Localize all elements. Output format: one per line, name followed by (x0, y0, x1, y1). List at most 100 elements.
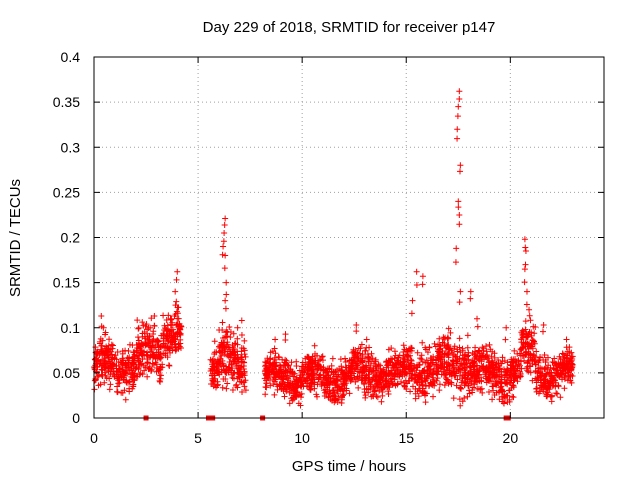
data-point (296, 391, 303, 398)
data-point (567, 377, 574, 384)
data-point (313, 371, 320, 378)
data-point (147, 324, 154, 331)
data-point (414, 349, 421, 356)
data-point (229, 374, 236, 381)
data-point (156, 372, 163, 379)
data-point (108, 354, 115, 361)
data-point (522, 318, 529, 325)
data-point (220, 243, 227, 250)
data-point (135, 337, 142, 344)
data-point (105, 346, 112, 353)
data-point (155, 367, 162, 374)
data-point (357, 366, 364, 373)
data-point (452, 259, 459, 266)
data-point (486, 389, 493, 396)
data-point (406, 363, 413, 370)
data-point (544, 378, 551, 385)
data-point (488, 371, 495, 378)
data-point (319, 357, 326, 364)
data-point (123, 378, 130, 385)
data-point (146, 337, 153, 344)
data-point (229, 350, 236, 357)
data-point (431, 340, 438, 347)
data-point (460, 360, 467, 367)
data-point (556, 363, 563, 370)
data-point (544, 389, 551, 396)
data-point (104, 351, 111, 358)
data-point (226, 323, 233, 330)
data-point (568, 349, 575, 356)
y-tick-label: 0.2 (61, 230, 81, 246)
data-point (424, 349, 431, 356)
data-point (165, 312, 172, 319)
data-point (307, 386, 314, 393)
data-point (433, 377, 440, 384)
data-point (241, 337, 248, 344)
data-point (342, 355, 349, 362)
data-point (120, 368, 127, 375)
data-point (217, 349, 224, 356)
data-point (422, 399, 429, 406)
data-point (163, 317, 170, 324)
data-point (454, 356, 461, 363)
data-point (297, 402, 304, 409)
data-point (234, 341, 241, 348)
data-point (472, 378, 479, 385)
data-point (220, 362, 227, 369)
data-point (439, 347, 446, 354)
data-point (227, 334, 234, 341)
data-point (332, 393, 339, 400)
data-point (397, 359, 404, 366)
y-tick-label: 0.15 (53, 275, 80, 291)
data-point (222, 329, 229, 336)
data-point (483, 375, 490, 382)
data-point (525, 368, 532, 375)
data-point (426, 363, 433, 370)
data-point (342, 370, 349, 377)
data-point (445, 367, 452, 374)
data-point (459, 372, 466, 379)
data-point (281, 381, 288, 388)
data-point (173, 298, 180, 305)
data-point (292, 392, 299, 399)
data-point (373, 364, 380, 371)
data-point (436, 381, 443, 388)
data-point (241, 383, 248, 390)
data-point (320, 364, 327, 371)
data-point (419, 358, 426, 365)
data-point (456, 88, 463, 95)
data-point (522, 326, 529, 333)
data-point (445, 360, 452, 367)
data-point (517, 358, 524, 365)
data-point (161, 322, 168, 329)
data-point (508, 372, 515, 379)
data-point (405, 366, 412, 373)
data-point (532, 323, 539, 330)
data-point (375, 377, 382, 384)
data-point (564, 355, 571, 362)
data-point (364, 351, 371, 358)
data-point (209, 372, 216, 379)
data-point (286, 400, 293, 407)
data-point (275, 353, 282, 360)
data-point (446, 371, 453, 378)
data-point (144, 373, 151, 380)
data-point (321, 393, 328, 400)
data-point (352, 378, 359, 385)
y-tick-label: 0.05 (53, 365, 80, 381)
data-point (153, 361, 160, 368)
data-point (441, 382, 448, 389)
data-point (409, 297, 416, 304)
data-point (365, 386, 372, 393)
data-point (541, 351, 548, 358)
data-point (282, 331, 289, 338)
data-point (455, 366, 462, 373)
data-point (474, 368, 481, 375)
data-point (154, 339, 161, 346)
data-point (342, 364, 349, 371)
data-point (332, 368, 339, 375)
data-point (174, 310, 181, 317)
data-point (419, 339, 426, 346)
data-point (554, 390, 561, 397)
data-point (423, 383, 430, 390)
